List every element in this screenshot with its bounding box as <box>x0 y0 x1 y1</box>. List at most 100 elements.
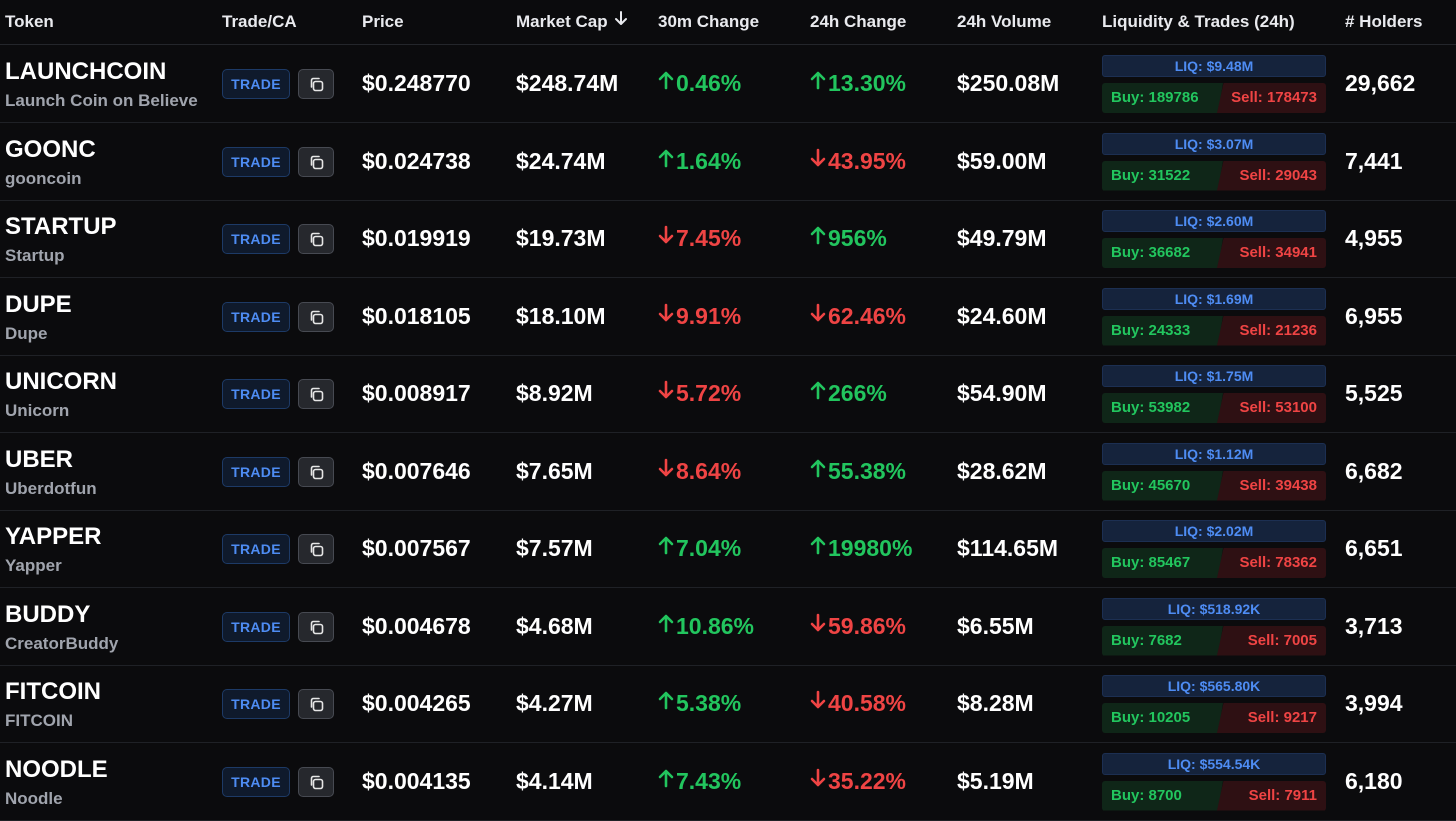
volume-value: $8.28M <box>957 690 1034 716</box>
trade-button[interactable]: TRADE <box>222 611 290 642</box>
market-cap-label: Market Cap <box>516 12 608 31</box>
price-value: $0.004135 <box>362 767 471 794</box>
token-full-name: Dupe <box>5 323 48 343</box>
buy-count: Buy: 31522 <box>1102 160 1223 191</box>
copy-address-button[interactable] <box>298 456 334 487</box>
trade-button[interactable]: TRADE <box>222 689 290 719</box>
token-full-name: Launch Coin on Believe <box>5 91 198 110</box>
table-row[interactable]: NOODLE Noodle TRADE $0.004135 $4.14M 7.43% 35.… <box>0 743 1456 821</box>
table-row[interactable]: DUPE Dupe TRADE $0.018105 $18.10M 9.91% 62.46%… <box>0 278 1456 356</box>
change-percent: 8.64% <box>676 457 742 484</box>
30m-change-value: 0.46% <box>658 45 741 122</box>
24h-change-value: 40.58% <box>810 665 906 742</box>
market-cap-value: $7.57M <box>516 535 593 561</box>
price-value: $0.007646 <box>362 457 471 484</box>
token-symbol: UNICORN <box>5 368 117 395</box>
column-header-24h-change[interactable]: 24h Change <box>810 12 907 31</box>
sell-count: Sell: 39438 <box>1217 470 1326 501</box>
column-header-market-cap[interactable]: Market Cap <box>516 0 628 44</box>
token-symbol: BUDDY <box>5 600 91 628</box>
liquidity-badge: LIQ: $554.54K <box>1102 752 1326 775</box>
token-symbol: DUPE <box>5 290 72 318</box>
table-row[interactable]: LAUNCHCOIN Launch Coin on Believe TRADE $0.… <box>0 45 1456 123</box>
trade-button[interactable]: TRADE <box>222 534 290 564</box>
trade-button[interactable]: TRADE <box>222 69 290 99</box>
token-symbol: LAUNCHCOIN <box>5 58 167 85</box>
change-percent: 62.46% <box>828 302 907 329</box>
volume-value: $6.55M <box>957 612 1034 639</box>
trade-button[interactable]: TRADE <box>222 146 290 177</box>
copy-address-button[interactable] <box>298 611 334 642</box>
token-full-name: Noodle <box>5 788 63 808</box>
table-row[interactable]: STARTUP Startup TRADE $0.019919 $19.73M 7.45%… <box>0 200 1456 278</box>
30m-change-value: 10.86% <box>658 588 754 665</box>
copy-address-button[interactable] <box>298 766 334 797</box>
trade-button[interactable]: TRADE <box>222 766 290 797</box>
trade-button[interactable]: TRADE <box>222 224 290 254</box>
volume-value: $28.62M <box>957 457 1047 484</box>
arrow-down-icon <box>658 199 674 276</box>
column-header-holders[interactable]: # Holders <box>1345 12 1423 31</box>
table-row[interactable]: YAPPER Yapper TRADE $0.007567 $7.57M 7.04% 199… <box>0 510 1456 588</box>
trade-button[interactable]: TRADE <box>222 379 290 409</box>
copy-address-button[interactable] <box>298 224 334 254</box>
copy-address-button[interactable] <box>298 379 334 409</box>
price-value: $0.024738 <box>362 147 471 174</box>
token-full-name: Unicorn <box>5 401 70 420</box>
copy-address-button[interactable] <box>298 301 334 332</box>
copy-address-button[interactable] <box>298 534 334 564</box>
column-header-trade: Trade/CA <box>222 12 297 31</box>
liquidity-badge: LIQ: $1.12M <box>1102 442 1326 465</box>
arrow-up-icon <box>810 44 826 121</box>
holders-count: 6,651 <box>1345 535 1403 561</box>
sell-count: Sell: 53100 <box>1217 393 1326 423</box>
24h-change-value: 62.46% <box>810 278 906 355</box>
arrow-down-icon <box>658 432 674 509</box>
column-header-liquidity[interactable]: Liquidity & Trades (24h) <box>1102 12 1295 31</box>
change-percent: 7.04% <box>676 535 742 561</box>
copy-address-button[interactable] <box>298 69 334 99</box>
table-row[interactable]: UBER Uberdotfun TRADE $0.007646 $7.65M 8.64% 5… <box>0 433 1456 511</box>
change-percent: 5.72% <box>676 380 742 406</box>
buy-count: Buy: 24333 <box>1102 315 1223 346</box>
arrow-down-icon <box>810 664 826 741</box>
trade-button[interactable]: TRADE <box>222 456 290 487</box>
trade-button[interactable]: TRADE <box>222 301 290 332</box>
24h-change-value: 43.95% <box>810 123 906 200</box>
volume-value: $59.00M <box>957 147 1047 174</box>
24h-change-value: 956% <box>810 200 887 277</box>
24h-change-value: 35.22% <box>810 743 906 820</box>
market-cap-value: $4.27M <box>516 690 593 716</box>
column-header-token[interactable]: Token <box>5 12 54 31</box>
table-row[interactable]: FITCOIN FITCOIN TRADE $0.004265 $4.27M 5.38% 4… <box>0 665 1456 743</box>
copy-address-button[interactable] <box>298 146 334 177</box>
arrow-up-icon <box>658 664 674 741</box>
30m-change-value: 5.72% <box>658 355 741 432</box>
column-header-price[interactable]: Price <box>362 12 404 31</box>
change-percent: 5.38% <box>676 690 742 716</box>
holders-count: 5,525 <box>1345 380 1403 406</box>
30m-change-value: 9.91% <box>658 278 741 355</box>
token-full-name: Uberdotfun <box>5 478 97 498</box>
holders-count: 6,682 <box>1345 457 1403 484</box>
arrow-down-icon <box>658 354 674 431</box>
table-header: Token Trade/CA Price Market Cap 30m Chan… <box>0 0 1456 45</box>
change-percent: 13.30% <box>828 70 907 96</box>
column-header-30m-change[interactable]: 30m Change <box>658 12 760 31</box>
holders-count: 3,713 <box>1345 612 1403 639</box>
30m-change-value: 5.38% <box>658 665 741 742</box>
table-row[interactable]: UNICORN Unicorn TRADE $0.008917 $8.92M 5.72% 2… <box>0 355 1456 433</box>
change-percent: 43.95% <box>828 147 907 174</box>
30m-change-value: 7.43% <box>658 743 741 820</box>
arrow-up-icon <box>810 432 826 509</box>
copy-address-button[interactable] <box>298 689 334 719</box>
30m-change-value: 1.64% <box>658 123 741 200</box>
token-symbol: NOODLE <box>5 755 108 783</box>
price-value: $0.019919 <box>362 225 471 251</box>
price-value: $0.004265 <box>362 690 471 716</box>
column-header-24h-volume[interactable]: 24h Volume <box>957 12 1052 31</box>
token-full-name: CreatorBuddy <box>5 633 119 653</box>
table-row[interactable]: BUDDY CreatorBuddy TRADE $0.004678 $4.68M 10.… <box>0 588 1456 666</box>
table-row[interactable]: GOONC gooncoin TRADE $0.024738 $24.74M 1.64% 4… <box>0 123 1456 201</box>
liquidity-badge: LIQ: $518.92K <box>1102 597 1326 620</box>
